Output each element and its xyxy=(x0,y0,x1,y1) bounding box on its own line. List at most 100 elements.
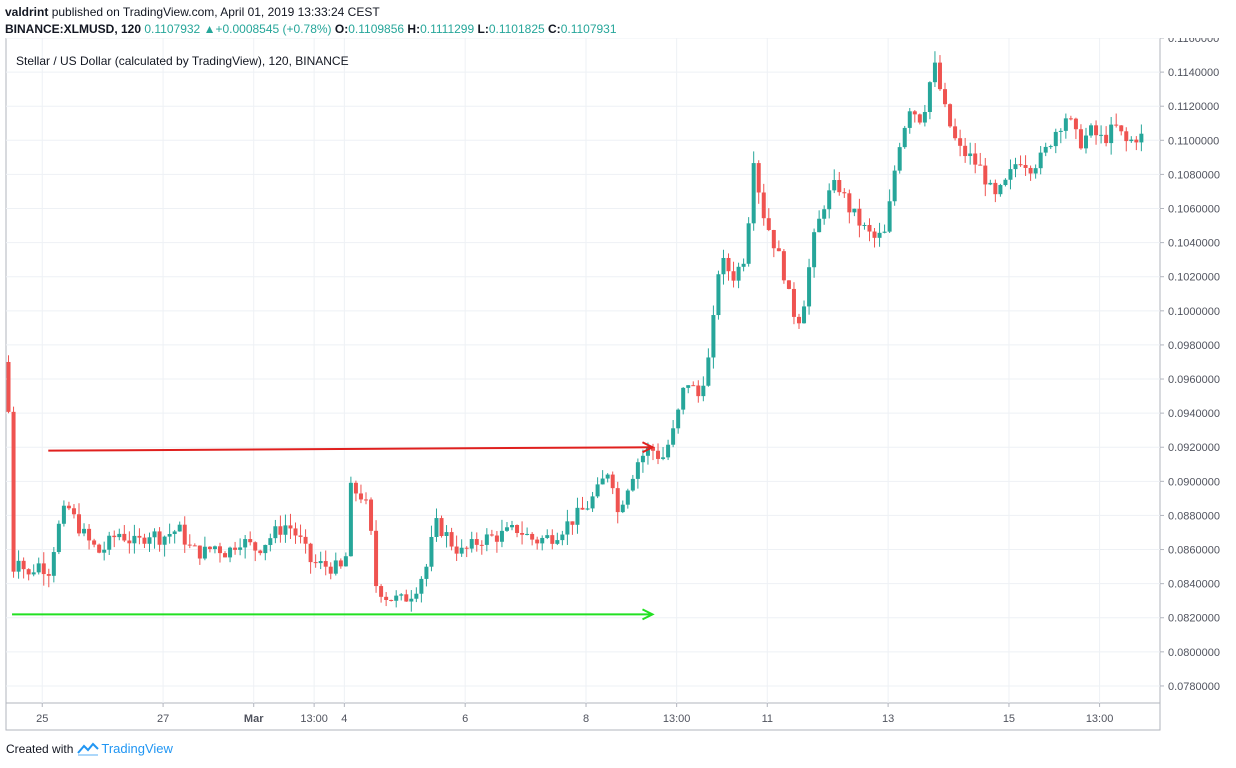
candle[interactable] xyxy=(741,258,746,272)
candle[interactable] xyxy=(786,280,791,290)
candle[interactable] xyxy=(1043,142,1048,157)
candle[interactable] xyxy=(761,183,766,226)
candle[interactable] xyxy=(107,531,112,555)
candle[interactable] xyxy=(565,509,570,545)
candle[interactable] xyxy=(1013,157,1018,178)
candle[interactable] xyxy=(802,300,807,324)
candle[interactable] xyxy=(313,554,318,568)
candle[interactable] xyxy=(666,439,671,461)
candle[interactable] xyxy=(827,183,832,219)
candle[interactable] xyxy=(66,501,71,511)
candle[interactable] xyxy=(374,520,379,593)
candle[interactable] xyxy=(998,183,1003,197)
candle[interactable] xyxy=(776,240,781,252)
candle[interactable] xyxy=(97,543,102,554)
candle[interactable] xyxy=(117,528,122,541)
candle[interactable] xyxy=(439,515,444,538)
candle[interactable] xyxy=(21,557,26,579)
candle[interactable] xyxy=(389,599,394,602)
candle[interactable] xyxy=(1008,159,1013,190)
candle[interactable] xyxy=(132,524,137,554)
price-chart[interactable]: 0.0780000 0.0800000 0.0820000 0.0840000 0.08… xyxy=(0,38,1236,738)
candle[interactable] xyxy=(671,420,676,448)
candle[interactable] xyxy=(444,525,449,548)
candle[interactable] xyxy=(489,529,494,537)
candle[interactable] xyxy=(142,533,147,549)
candle[interactable] xyxy=(454,535,459,562)
candle[interactable] xyxy=(464,546,469,558)
candle[interactable] xyxy=(781,248,786,284)
candle[interactable] xyxy=(253,541,258,562)
candle[interactable] xyxy=(238,538,243,556)
candle[interactable] xyxy=(379,584,384,603)
candle[interactable] xyxy=(293,522,298,544)
candle[interactable] xyxy=(348,476,353,557)
candle[interactable] xyxy=(419,576,424,603)
candle[interactable] xyxy=(122,525,127,543)
candle[interactable] xyxy=(812,228,817,278)
candle[interactable] xyxy=(1048,144,1053,150)
candle[interactable] xyxy=(197,545,202,565)
candle[interactable] xyxy=(92,538,97,548)
candle[interactable] xyxy=(61,500,66,527)
candle[interactable] xyxy=(625,488,630,509)
candle[interactable] xyxy=(479,540,484,555)
candle[interactable] xyxy=(605,473,610,483)
candle[interactable] xyxy=(82,523,87,537)
candle[interactable] xyxy=(474,532,479,552)
candle[interactable] xyxy=(887,189,892,234)
candle[interactable] xyxy=(716,270,721,320)
candle[interactable] xyxy=(575,497,580,534)
candle[interactable] xyxy=(1033,164,1038,179)
candle[interactable] xyxy=(1124,127,1129,152)
candle[interactable] xyxy=(358,484,363,504)
candle[interactable] xyxy=(892,165,897,206)
candle[interactable] xyxy=(263,544,268,561)
candle[interactable] xyxy=(953,118,958,141)
candle[interactable] xyxy=(127,531,132,554)
candle[interactable] xyxy=(847,189,852,224)
candle[interactable] xyxy=(751,151,756,231)
candle[interactable] xyxy=(248,531,253,546)
candle[interactable] xyxy=(288,513,293,540)
candle[interactable] xyxy=(11,406,16,578)
candle[interactable] xyxy=(182,516,187,553)
candle[interactable] xyxy=(656,443,661,465)
candles[interactable] xyxy=(6,51,1144,612)
candle[interactable] xyxy=(540,535,545,551)
candle[interactable] xyxy=(706,348,711,387)
candle[interactable] xyxy=(958,129,963,157)
candle[interactable] xyxy=(298,524,303,544)
candle[interactable] xyxy=(510,520,515,531)
candle[interactable] xyxy=(87,524,92,550)
candle[interactable] xyxy=(822,205,827,225)
candle[interactable] xyxy=(560,530,565,546)
candle[interactable] xyxy=(172,529,177,544)
candle[interactable] xyxy=(943,82,948,108)
candle[interactable] xyxy=(1114,113,1119,128)
candle[interactable] xyxy=(1083,127,1088,154)
tradingview-brand[interactable]: TradingView xyxy=(101,741,173,756)
candle[interactable] xyxy=(16,550,21,579)
candle[interactable] xyxy=(449,527,454,551)
candle[interactable] xyxy=(323,550,328,576)
candle[interactable] xyxy=(504,522,509,532)
candle[interactable] xyxy=(1109,117,1114,155)
candle[interactable] xyxy=(520,521,525,545)
candle[interactable] xyxy=(661,447,666,461)
candle[interactable] xyxy=(922,104,927,127)
candle[interactable] xyxy=(394,590,399,608)
candle[interactable] xyxy=(570,521,575,535)
candle[interactable] xyxy=(832,169,837,194)
candle[interactable] xyxy=(902,125,907,149)
candle[interactable] xyxy=(993,179,998,203)
candle[interactable] xyxy=(988,179,993,186)
candle[interactable] xyxy=(731,261,736,288)
candle[interactable] xyxy=(1073,117,1078,140)
candle[interactable] xyxy=(701,376,706,402)
candle[interactable] xyxy=(857,198,862,238)
candle[interactable] xyxy=(837,171,842,196)
candle[interactable] xyxy=(1068,115,1073,121)
candle[interactable] xyxy=(217,542,222,563)
candle[interactable] xyxy=(187,534,192,549)
